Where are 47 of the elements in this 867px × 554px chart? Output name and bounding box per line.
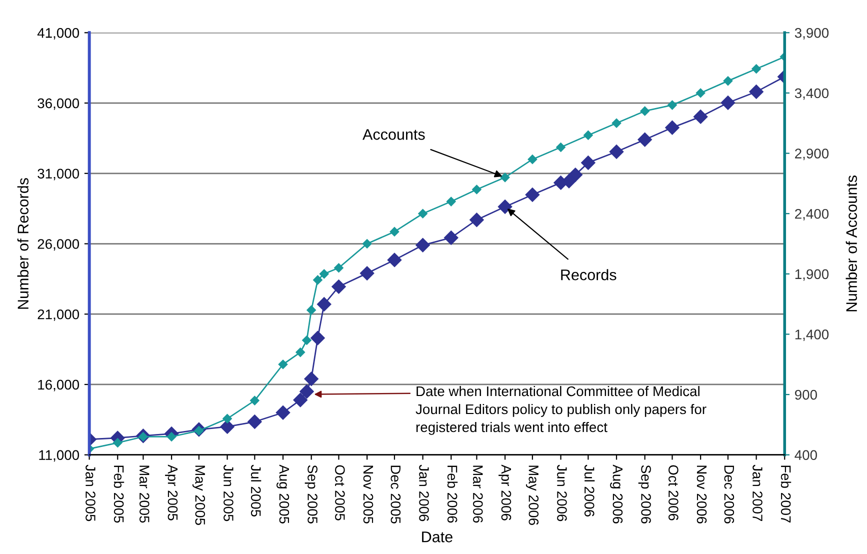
y2-tick-label: 3,900 — [794, 28, 829, 40]
y-axis-title: Number of Records — [17, 178, 29, 309]
x-tick-label: Nov 2006 — [696, 466, 707, 524]
x-tick-label: Mar 2005 — [139, 466, 150, 523]
text: Records — [561, 269, 616, 280]
x-tick-label: Nov 2005 — [363, 466, 374, 524]
x-tick-label: Jun 2005 — [224, 464, 234, 522]
x-axis-title: Date — [422, 532, 452, 542]
y-tick-label: 16,000 — [38, 380, 80, 392]
y2-tick-label: 2,400 — [795, 208, 829, 220]
y2-tick-label: 1,900 — [795, 269, 829, 281]
y-tick-label: 41,000 — [37, 28, 80, 40]
y-tick-label: 11,000 — [39, 450, 80, 462]
text: Accounts — [362, 129, 425, 140]
x-tick-label: Jan 2006 — [419, 464, 429, 522]
x-tick-label: May 2005 — [192, 466, 206, 525]
x-tick-label: Jan 2005 — [86, 464, 96, 522]
x-tick-label: Apr 2006 — [498, 464, 512, 520]
x-tick-label: May 2006 — [526, 466, 539, 525]
x-tick-label: Dec 2006 — [724, 466, 734, 524]
y-tick-label: 21,000 — [38, 309, 80, 321]
x-tick-label: Aug 2005 — [276, 464, 290, 524]
x-tick-label: Sep 2006 — [638, 465, 651, 524]
y-tick-label: 36,000 — [38, 98, 80, 110]
y2-tick-label: 400 — [794, 450, 817, 460]
y2-tick-label: 2,900 — [795, 148, 829, 160]
x-tick-label: Jul 2005 — [250, 464, 262, 516]
y-tick-label: 31,000 — [38, 168, 80, 180]
y2-tick-label: 900 — [795, 390, 817, 400]
y2-tick-label: 3,400 — [794, 88, 829, 100]
x-tick-label: Oct 2006 — [668, 465, 678, 520]
x-tick-label: Jul 2006 — [584, 464, 595, 516]
x-tick-label: Jun 2006 — [557, 464, 567, 522]
x-tick-label: Mar 2006 — [472, 466, 483, 523]
x-tick-label: Feb 2007 — [780, 466, 792, 523]
y-tick-label: 26,000 — [38, 239, 80, 251]
x-tick-label: Aug 2006 — [610, 464, 623, 524]
x-tick-label: Sep 2005 — [304, 465, 318, 524]
y2-axis-title: Number of Accounts — [846, 176, 857, 312]
x-tick-label: Jan 2007 — [752, 464, 762, 522]
x-tick-label: Feb 2006 — [447, 466, 458, 523]
y2-tick-label: 1,400 — [795, 330, 829, 342]
annotation: Date when International Committee of Medical Journal Editors policy to publish only papers for registered trials went into effect — [416, 386, 706, 435]
x-tick-label: Dec 2005 — [390, 466, 401, 524]
x-tick-label: Oct 2005 — [335, 465, 345, 520]
x-tick-label: Feb 2005 — [114, 466, 124, 523]
x-tick-label: Apr 2005 — [165, 464, 178, 520]
